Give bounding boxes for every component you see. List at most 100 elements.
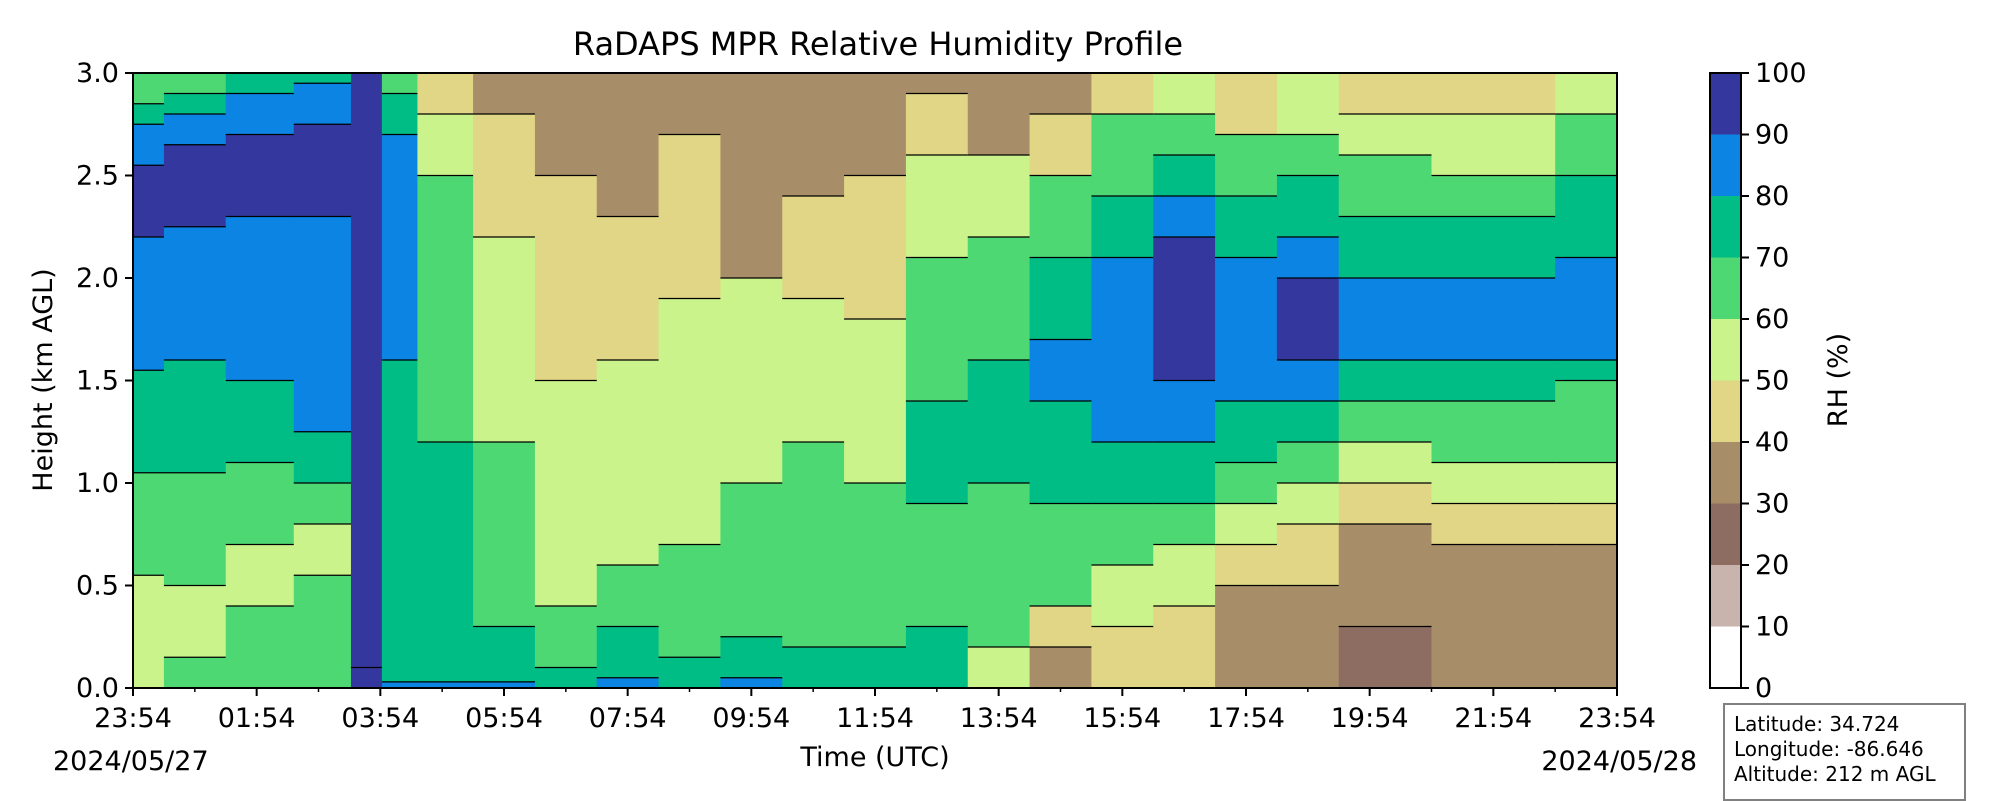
contour-band (381, 360, 419, 682)
contour-band (782, 647, 845, 688)
contour-band (1029, 73, 1093, 114)
contour-band (844, 73, 907, 176)
contour-band (782, 298, 845, 442)
contour-band (905, 155, 969, 258)
contour-band (1276, 360, 1340, 401)
contour-band (905, 73, 969, 94)
end-date-label: 2024/05/28 (1541, 746, 1697, 777)
contour-band (133, 575, 165, 688)
contour-band (350, 73, 383, 668)
contour-band (133, 73, 165, 104)
y-tick-label: 1.0 (76, 468, 119, 499)
contour-band (381, 134, 419, 360)
contour-band (293, 575, 352, 688)
contour-band (163, 226, 227, 360)
contour-band (720, 483, 783, 637)
contour-band (1029, 339, 1093, 401)
contour-band (381, 73, 419, 94)
contour-band (1153, 442, 1216, 504)
contour-band (1431, 175, 1556, 217)
colorbar: 0 10 20 30 40 50 60 70 80 90 100 (1709, 58, 1807, 704)
contour-band (1431, 73, 1556, 114)
contour-band (658, 298, 722, 545)
contour-band (225, 380, 295, 463)
colorbar-tick-label: 50 (1755, 366, 1789, 397)
contour-band (967, 237, 1031, 360)
contour-band (1091, 114, 1154, 196)
contour-band (381, 93, 419, 135)
contour-band (782, 442, 845, 647)
contour-band (720, 677, 783, 688)
contour-band (1555, 73, 1617, 114)
contour-band (381, 681, 419, 688)
y-axis-label: Height (km AGL) (28, 268, 59, 491)
latitude-text: Latitude: 34.724 (1734, 712, 1900, 736)
x-tick-label: 07:54 (589, 703, 667, 734)
contour-band (1276, 585, 1340, 688)
contour-band (1029, 401, 1093, 504)
contour-band (1338, 216, 1433, 278)
contour-band (905, 93, 969, 155)
contour-band (720, 278, 783, 483)
contour-band (967, 155, 1031, 237)
contour-band (658, 134, 722, 299)
colorbar-tick-label: 60 (1755, 304, 1789, 335)
contour-band (163, 360, 227, 473)
contour-band (163, 472, 227, 586)
contour-band (967, 73, 1031, 155)
contour-band (163, 657, 227, 688)
contour-band (1431, 503, 1556, 545)
contour-band (1555, 380, 1617, 463)
contour-band (1338, 360, 1433, 401)
contour-band (225, 462, 295, 545)
contour-band (1029, 606, 1093, 647)
contour-band (720, 73, 783, 278)
contour-band (967, 647, 1031, 688)
contour-band (1338, 524, 1433, 627)
contour-band (163, 73, 227, 94)
contour-band (1215, 503, 1278, 545)
contour-band (1215, 196, 1278, 258)
contour-band (1555, 257, 1617, 360)
contour-band (1276, 73, 1340, 135)
contour-band (596, 216, 660, 360)
colorbar-swatch (1710, 442, 1741, 504)
x-axis-label: Time (UTC) (799, 742, 949, 773)
contour-band (1431, 544, 1556, 688)
contour-band (225, 544, 295, 606)
contour-band (534, 606, 598, 668)
contour-band (1555, 360, 1617, 381)
contour-band (534, 175, 598, 381)
colorbar-tick-label: 100 (1755, 58, 1807, 89)
contour-band (163, 114, 227, 145)
contour-band (1338, 401, 1433, 442)
contour-band (225, 134, 295, 217)
y-tick-label: 0.5 (76, 571, 119, 602)
y-tick-label: 2.0 (76, 263, 119, 294)
contour-band (1338, 626, 1433, 688)
colorbar-tick-label: 40 (1755, 427, 1789, 458)
contour-band (1555, 114, 1617, 176)
contour-band (417, 442, 474, 682)
contour-band (417, 73, 474, 114)
contour-band (293, 483, 352, 524)
contour-band (1338, 155, 1433, 217)
contour-band (1153, 606, 1216, 688)
contour-band (1091, 442, 1154, 504)
contour-band (1153, 73, 1216, 114)
contour-band (596, 677, 660, 688)
y-axis: 0.0 0.5 1.0 1.5 2.0 2.5 3.0 (76, 58, 133, 704)
contour-band (1555, 462, 1617, 504)
contour-band (417, 681, 474, 688)
plot-area (132, 72, 1618, 689)
colorbar-swatch (1710, 565, 1741, 627)
contour-band (1091, 196, 1154, 258)
contour-band (1431, 114, 1556, 176)
contour-band (1276, 175, 1340, 237)
contour-band (1029, 503, 1093, 606)
contour-band (534, 73, 598, 176)
contour-band (1215, 585, 1278, 688)
colorbar-tick-label: 80 (1755, 181, 1789, 212)
contour-band (473, 237, 536, 442)
contour-band (905, 257, 969, 401)
